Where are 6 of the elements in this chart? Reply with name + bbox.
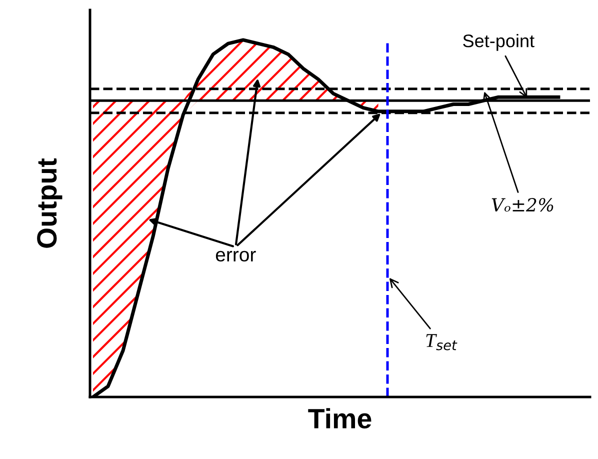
y-axis-title: Output	[37, 158, 62, 248]
ref-line-label: Set-point	[463, 34, 534, 51]
annotation: error	[216, 250, 256, 262]
x-axis-title: Time	[308, 408, 372, 429]
ref-line-label: Vₒ±2%	[492, 198, 554, 212]
annotation: T$_{set}$	[426, 334, 458, 350]
